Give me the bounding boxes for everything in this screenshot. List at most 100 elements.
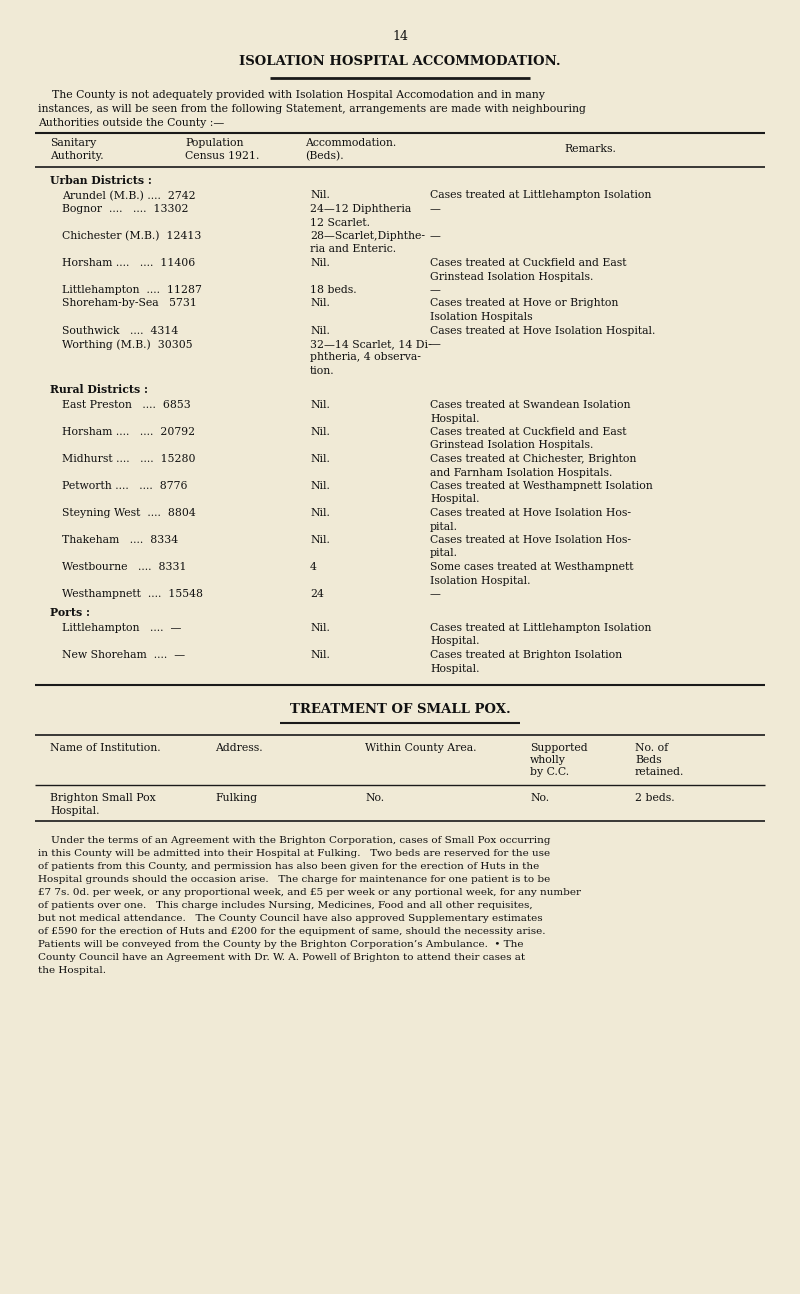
Text: Hospital.: Hospital. bbox=[430, 414, 479, 423]
Text: —: — bbox=[430, 339, 441, 349]
Text: Littlehampton  ....  11287: Littlehampton .... 11287 bbox=[62, 285, 202, 295]
Text: the Hospital.: the Hospital. bbox=[38, 967, 106, 974]
Text: No. of: No. of bbox=[635, 743, 668, 753]
Text: in this County will be admitted into their Hospital at Fulking.   Two beds are r: in this County will be admitted into the… bbox=[38, 849, 550, 858]
Text: Grinstead Isolation Hospitals.: Grinstead Isolation Hospitals. bbox=[430, 440, 594, 450]
Text: Midhurst ....   ....  15280: Midhurst .... .... 15280 bbox=[62, 454, 195, 465]
Text: Beds: Beds bbox=[635, 754, 662, 765]
Text: Fulking: Fulking bbox=[215, 793, 257, 804]
Text: New Shoreham  ....  —: New Shoreham .... — bbox=[62, 650, 185, 660]
Text: 24: 24 bbox=[310, 589, 324, 599]
Text: Nil.: Nil. bbox=[310, 400, 330, 410]
Text: Nil.: Nil. bbox=[310, 534, 330, 545]
Text: Nil.: Nil. bbox=[310, 509, 330, 518]
Text: Nil.: Nil. bbox=[310, 427, 330, 437]
Text: —: — bbox=[430, 204, 441, 214]
Text: Cases treated at Chichester, Brighton: Cases treated at Chichester, Brighton bbox=[430, 454, 636, 465]
Text: Steyning West  ....  8804: Steyning West .... 8804 bbox=[62, 509, 196, 518]
Text: Population: Population bbox=[185, 138, 243, 148]
Text: Patients will be conveyed from the County by the Brighton Corporation’s Ambulanc: Patients will be conveyed from the Count… bbox=[38, 939, 523, 949]
Text: Cases treated at Cuckfield and East: Cases treated at Cuckfield and East bbox=[430, 427, 626, 437]
Text: Hospital.: Hospital. bbox=[50, 806, 99, 817]
Text: 18 beds.: 18 beds. bbox=[310, 285, 357, 295]
Text: Cases treated at Hove Isolation Hospital.: Cases treated at Hove Isolation Hospital… bbox=[430, 326, 655, 335]
Text: 24—12 Diphtheria: 24—12 Diphtheria bbox=[310, 204, 411, 214]
Text: Name of Institution.: Name of Institution. bbox=[50, 743, 161, 753]
Text: County Council have an Agreement with Dr. W. A. Powell of Brighton to attend the: County Council have an Agreement with Dr… bbox=[38, 952, 525, 961]
Text: Worthing (M.B.)  30305: Worthing (M.B.) 30305 bbox=[62, 339, 193, 349]
Text: but not medical attendance.   The County Council have also approved Supplementar: but not medical attendance. The County C… bbox=[38, 914, 542, 923]
Text: tion.: tion. bbox=[310, 366, 334, 377]
Text: Hospital.: Hospital. bbox=[430, 637, 479, 647]
Text: TREATMENT OF SMALL POX.: TREATMENT OF SMALL POX. bbox=[290, 703, 510, 716]
Text: Remarks.: Remarks. bbox=[564, 144, 616, 154]
Text: Chichester (M.B.)  12413: Chichester (M.B.) 12413 bbox=[62, 232, 202, 241]
Text: Census 1921.: Census 1921. bbox=[185, 151, 259, 160]
Text: —: — bbox=[430, 589, 441, 599]
Text: Hospital grounds should the occasion arise.   The charge for maintenance for one: Hospital grounds should the occasion ari… bbox=[38, 875, 550, 884]
Text: ISOLATION HOSPITAL ACCOMMODATION.: ISOLATION HOSPITAL ACCOMMODATION. bbox=[239, 56, 561, 69]
Text: instances, as will be seen from the following Statement, arrangements are made w: instances, as will be seen from the foll… bbox=[38, 104, 586, 114]
Text: Nil.: Nil. bbox=[310, 299, 330, 308]
Text: Urban Districts :: Urban Districts : bbox=[50, 175, 152, 186]
Text: 32—14 Scarlet, 14 Di-: 32—14 Scarlet, 14 Di- bbox=[310, 339, 432, 349]
Text: Ports :: Ports : bbox=[50, 607, 90, 619]
Text: by C.C.: by C.C. bbox=[530, 767, 569, 776]
Text: —: — bbox=[430, 285, 441, 295]
Text: Southwick   ....  4314: Southwick .... 4314 bbox=[62, 326, 178, 335]
Text: Shoreham-by-Sea   5731: Shoreham-by-Sea 5731 bbox=[62, 299, 197, 308]
Text: Cases treated at Swandean Isolation: Cases treated at Swandean Isolation bbox=[430, 400, 630, 410]
Text: No.: No. bbox=[530, 793, 549, 804]
Text: Cases treated at Hove Isolation Hos-: Cases treated at Hove Isolation Hos- bbox=[430, 509, 631, 518]
Text: pital.: pital. bbox=[430, 521, 458, 532]
Text: of patients over one.   This charge includes Nursing, Medicines, Food and all ot: of patients over one. This charge includ… bbox=[38, 901, 533, 910]
Text: Bognor  ....   ....  13302: Bognor .... .... 13302 bbox=[62, 204, 189, 214]
Text: Cases treated at Cuckfield and East: Cases treated at Cuckfield and East bbox=[430, 258, 626, 268]
Text: Isolation Hospital.: Isolation Hospital. bbox=[430, 576, 530, 585]
Text: (Beds).: (Beds). bbox=[305, 151, 344, 162]
Text: 4: 4 bbox=[310, 562, 317, 572]
Text: of £590 for the erection of Huts and £200 for the equipment of same, should the : of £590 for the erection of Huts and £20… bbox=[38, 927, 546, 936]
Text: Horsham ....   ....  11406: Horsham .... .... 11406 bbox=[62, 258, 195, 268]
Text: Cases treated at Littlehampton Isolation: Cases treated at Littlehampton Isolation bbox=[430, 622, 651, 633]
Text: Thakeham   ....  8334: Thakeham .... 8334 bbox=[62, 534, 178, 545]
Text: 12 Scarlet.: 12 Scarlet. bbox=[310, 217, 370, 228]
Text: Westhampnett  ....  15548: Westhampnett .... 15548 bbox=[62, 589, 203, 599]
Text: The County is not adequately provided with Isolation Hospital Accomodation and i: The County is not adequately provided wi… bbox=[38, 91, 545, 100]
Text: Some cases treated at Westhampnett: Some cases treated at Westhampnett bbox=[430, 562, 634, 572]
Text: Isolation Hospitals: Isolation Hospitals bbox=[430, 312, 533, 322]
Text: Nil.: Nil. bbox=[310, 481, 330, 490]
Text: Petworth ....   ....  8776: Petworth .... .... 8776 bbox=[62, 481, 187, 490]
Text: phtheria, 4 observa-: phtheria, 4 observa- bbox=[310, 352, 421, 362]
Text: Nil.: Nil. bbox=[310, 190, 330, 201]
Text: 14: 14 bbox=[392, 30, 408, 43]
Text: No.: No. bbox=[365, 793, 384, 804]
Text: Westbourne   ....  8331: Westbourne .... 8331 bbox=[62, 562, 186, 572]
Text: Within County Area.: Within County Area. bbox=[365, 743, 477, 753]
Text: Brighton Small Pox: Brighton Small Pox bbox=[50, 793, 156, 804]
Text: 2 beds.: 2 beds. bbox=[635, 793, 674, 804]
Text: Authorities outside the County :—: Authorities outside the County :— bbox=[38, 118, 224, 128]
Text: Supported: Supported bbox=[530, 743, 588, 753]
Text: Arundel (M.B.) ....  2742: Arundel (M.B.) .... 2742 bbox=[62, 190, 196, 201]
Text: Nil.: Nil. bbox=[310, 622, 330, 633]
Text: Hospital.: Hospital. bbox=[430, 664, 479, 673]
Text: Cases treated at Hove Isolation Hos-: Cases treated at Hove Isolation Hos- bbox=[430, 534, 631, 545]
Text: and Farnham Isolation Hospitals.: and Farnham Isolation Hospitals. bbox=[430, 467, 612, 477]
Text: Authority.: Authority. bbox=[50, 151, 104, 160]
Text: Cases treated at Littlehampton Isolation: Cases treated at Littlehampton Isolation bbox=[430, 190, 651, 201]
Text: Grinstead Isolation Hospitals.: Grinstead Isolation Hospitals. bbox=[430, 272, 594, 282]
Text: wholly: wholly bbox=[530, 754, 566, 765]
Text: Littlehampton   ....  —: Littlehampton .... — bbox=[62, 622, 182, 633]
Text: Cases treated at Westhampnett Isolation: Cases treated at Westhampnett Isolation bbox=[430, 481, 653, 490]
Text: 28—Scarlet,Diphthe-: 28—Scarlet,Diphthe- bbox=[310, 232, 425, 241]
Text: Nil.: Nil. bbox=[310, 650, 330, 660]
Text: Rural Districts :: Rural Districts : bbox=[50, 384, 148, 396]
Text: Nil.: Nil. bbox=[310, 454, 330, 465]
Text: Cases treated at Hove or Brighton: Cases treated at Hove or Brighton bbox=[430, 299, 618, 308]
Text: Cases treated at Brighton Isolation: Cases treated at Brighton Isolation bbox=[430, 650, 622, 660]
Text: Accommodation.: Accommodation. bbox=[305, 138, 396, 148]
Text: of patients from this County, and permission has also been given for the erectio: of patients from this County, and permis… bbox=[38, 862, 539, 871]
Text: Nil.: Nil. bbox=[310, 258, 330, 268]
Text: Under the terms of an Agreement with the Brighton Corporation, cases of Small Po: Under the terms of an Agreement with the… bbox=[38, 836, 550, 845]
